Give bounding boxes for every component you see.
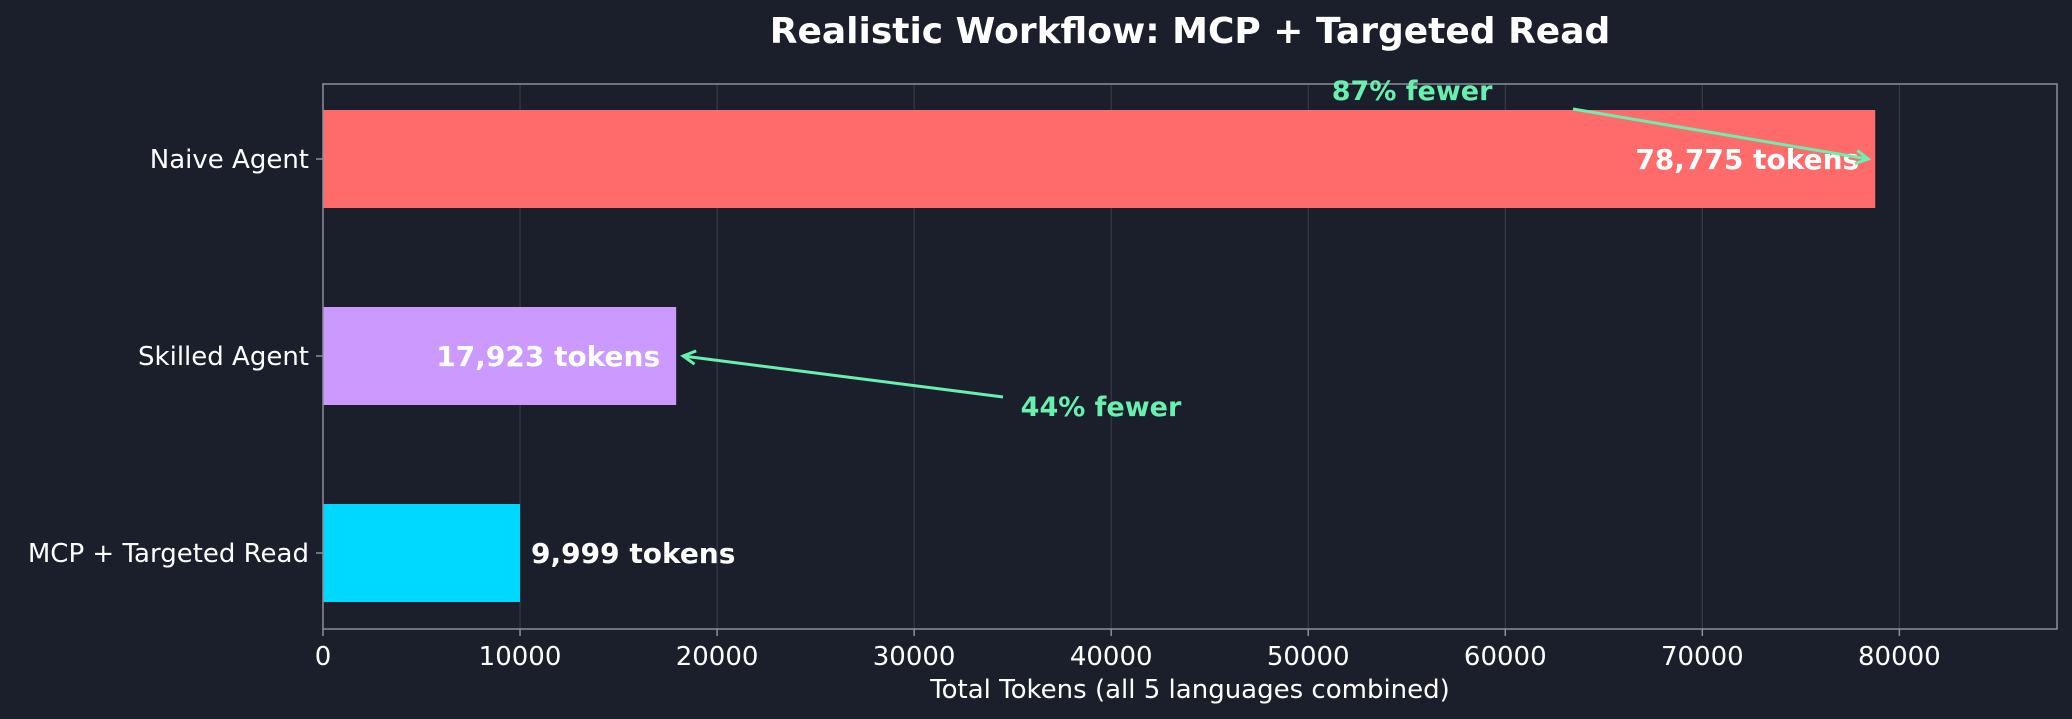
annotation-arrowhead — [1854, 149, 1872, 165]
annotation-arrow — [682, 354, 1004, 399]
data-label: 78,775 tokens — [1635, 143, 1859, 176]
data-labels: 78,775 tokens 17,923 tokens 9,999 tokens — [436, 143, 1859, 570]
annotation-label: 44% fewer — [1021, 392, 1182, 423]
x-tick-label: 0 — [315, 642, 332, 672]
annotation-label: 87% fewer — [1332, 76, 1493, 107]
x-tick-label: 30000 — [873, 642, 956, 672]
bar-skilled-agent — [323, 307, 677, 405]
annotation-arrow — [1572, 107, 1869, 161]
x-tick-label: 10000 — [479, 642, 562, 672]
chart-title: Realistic Workflow: MCP + Targeted Read — [770, 11, 1611, 52]
bar-naive-agent — [323, 110, 1876, 208]
x-tick-label: 60000 — [1464, 642, 1547, 672]
bar-mcp-targeted-read — [323, 504, 521, 602]
x-tick-label: 80000 — [1858, 642, 1941, 672]
y-axis-ticks: Naive Agent Skilled Agent MCP + Targeted R… — [28, 145, 323, 569]
x-tick-label: 70000 — [1661, 642, 1744, 672]
y-tick-label: Skilled Agent — [138, 342, 309, 372]
x-tick-label: 50000 — [1267, 642, 1350, 672]
x-tick-label: 40000 — [1070, 642, 1153, 672]
annotations: 87% fewer 44% fewer — [680, 76, 1872, 423]
y-tick-label: MCP + Targeted Read — [28, 539, 309, 569]
data-label: 9,999 tokens — [531, 537, 735, 570]
bars — [323, 110, 1876, 602]
data-label: 17,923 tokens — [436, 340, 660, 373]
y-tick-label: Naive Agent — [150, 145, 309, 175]
x-axis-label: Total Tokens (all 5 languages combined) — [929, 675, 1450, 705]
annotation-arrowhead — [680, 349, 697, 366]
x-axis-ticks: 0 10000 20000 30000 40000 50000 60000 70000 8000… — [315, 629, 1941, 672]
x-tick-label: 20000 — [676, 642, 759, 672]
